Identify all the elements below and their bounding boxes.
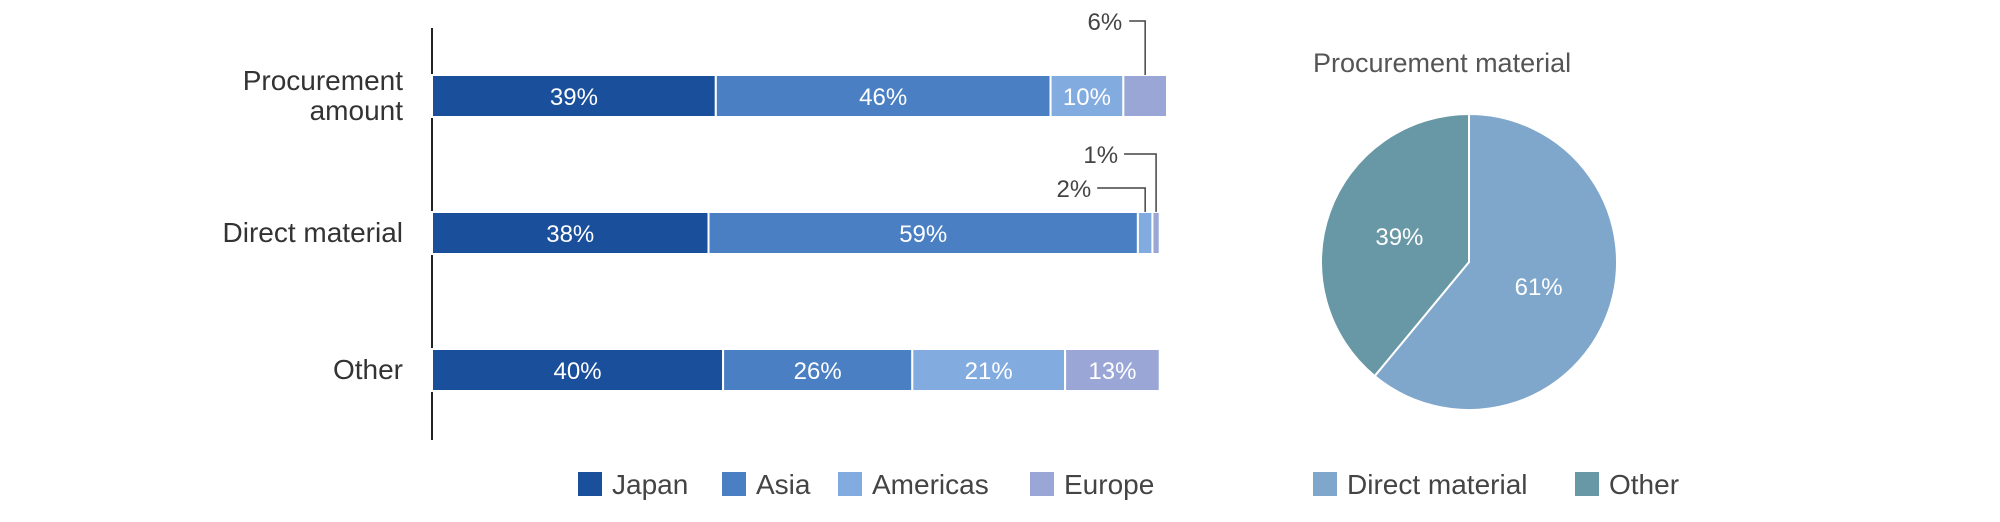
callout-label: 1% [1083,142,1118,169]
category-label: Other [333,354,403,385]
bar-value-label: 26% [794,358,842,385]
bar-segment-americas [1049,74,1125,118]
category-label: Direct material [223,217,403,248]
pie-legend-swatch-direct-material [1313,472,1337,496]
callout-leader-line [1097,187,1146,212]
bar-value-label: 59% [899,221,947,248]
bar-segment-americas [1136,211,1154,255]
bar-segment-asia [714,74,1052,118]
legend-swatch-japan [578,472,602,496]
pie-value-label: 39% [1375,224,1423,251]
bar-value-label: 10% [1063,84,1111,111]
callout-leader-line [1124,153,1157,212]
bar-value-label: 13% [1088,358,1136,385]
pie-legend-label-direct-material: Direct material [1347,469,1527,500]
bar-value-label: 21% [965,358,1013,385]
callout-leader-line [1129,20,1146,75]
bar-segment-europe [1122,74,1169,118]
pie-slice-direct-material [1373,112,1618,411]
bar-value-label: 46% [859,84,907,111]
callout-label: 2% [1056,176,1091,203]
category-label: Procurement [243,65,404,96]
callout-label: 6% [1087,9,1122,36]
pie-slice-other [1320,112,1470,378]
legend-label-europe: Europe [1064,469,1154,500]
legend-label-japan: Japan [612,469,688,500]
legend-swatch-europe [1030,472,1054,496]
legend-label-americas: Americas [872,469,989,500]
bar-value-label: 39% [550,84,598,111]
pie-legend-label-other: Other [1609,469,1679,500]
bar-segment-europe [1064,348,1161,392]
pie-value-label: 61% [1515,274,1563,301]
pie-title: Procurement material [1313,48,1571,78]
category-label: amount [310,95,404,126]
legend-label-asia: Asia [756,469,811,500]
pie-legend-swatch-other [1575,472,1599,496]
bar-value-label: 38% [546,221,594,248]
legend-swatch-asia [722,472,746,496]
legend-swatch-americas [838,472,862,496]
bar-segment-europe [1151,211,1161,255]
bar-value-label: 40% [554,358,602,385]
